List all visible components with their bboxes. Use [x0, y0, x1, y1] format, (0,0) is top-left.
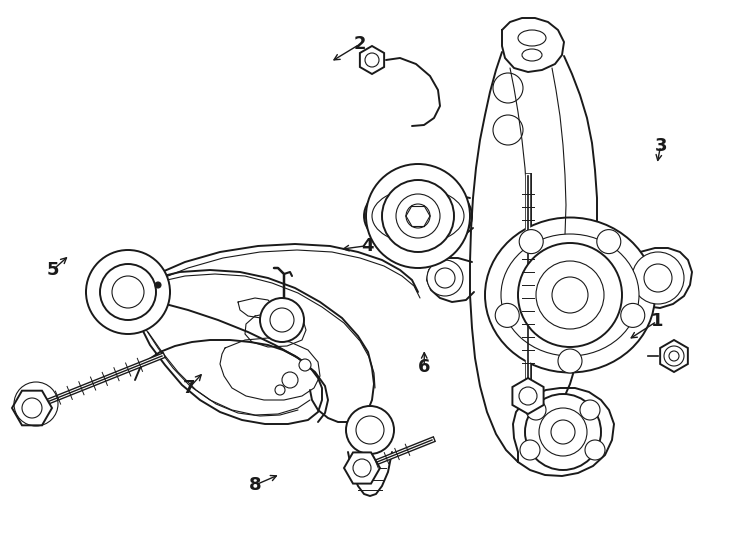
Circle shape — [112, 276, 144, 308]
Circle shape — [558, 349, 582, 373]
Circle shape — [346, 406, 394, 454]
Circle shape — [100, 264, 156, 320]
Circle shape — [406, 204, 430, 228]
Circle shape — [526, 400, 546, 420]
Text: 3: 3 — [654, 137, 667, 155]
Ellipse shape — [364, 181, 472, 251]
Circle shape — [536, 261, 604, 329]
Circle shape — [260, 298, 304, 342]
Circle shape — [427, 260, 463, 296]
Text: 4: 4 — [360, 237, 374, 255]
Circle shape — [366, 164, 470, 268]
Circle shape — [356, 416, 384, 444]
Circle shape — [270, 308, 294, 332]
Circle shape — [519, 387, 537, 405]
Circle shape — [282, 372, 298, 388]
Circle shape — [22, 398, 42, 418]
Circle shape — [86, 250, 170, 334]
Circle shape — [353, 459, 371, 477]
Text: 8: 8 — [249, 476, 262, 494]
Ellipse shape — [501, 234, 639, 356]
Circle shape — [155, 282, 161, 288]
Circle shape — [664, 346, 684, 366]
Ellipse shape — [86, 281, 170, 303]
Circle shape — [430, 205, 450, 225]
Circle shape — [525, 394, 601, 470]
Circle shape — [621, 303, 644, 327]
Text: 7: 7 — [183, 379, 196, 397]
Circle shape — [520, 440, 540, 460]
Circle shape — [551, 420, 575, 444]
Circle shape — [539, 408, 587, 456]
Text: 1: 1 — [650, 312, 664, 330]
Circle shape — [422, 197, 458, 233]
Circle shape — [435, 268, 455, 288]
Circle shape — [552, 277, 588, 313]
Circle shape — [365, 53, 379, 67]
Circle shape — [518, 243, 622, 347]
Circle shape — [299, 359, 311, 371]
Text: 6: 6 — [418, 358, 431, 376]
Circle shape — [275, 385, 285, 395]
Ellipse shape — [485, 218, 655, 373]
Circle shape — [632, 252, 684, 304]
Circle shape — [669, 351, 679, 361]
Circle shape — [644, 264, 672, 292]
Circle shape — [396, 194, 440, 238]
Circle shape — [585, 440, 605, 460]
Circle shape — [495, 303, 519, 327]
Text: 2: 2 — [353, 35, 366, 53]
Circle shape — [597, 230, 621, 254]
Circle shape — [580, 400, 600, 420]
Circle shape — [519, 230, 543, 254]
Circle shape — [382, 180, 454, 252]
Circle shape — [493, 115, 523, 145]
Text: 5: 5 — [46, 261, 59, 279]
Circle shape — [493, 73, 523, 103]
Ellipse shape — [372, 188, 464, 244]
